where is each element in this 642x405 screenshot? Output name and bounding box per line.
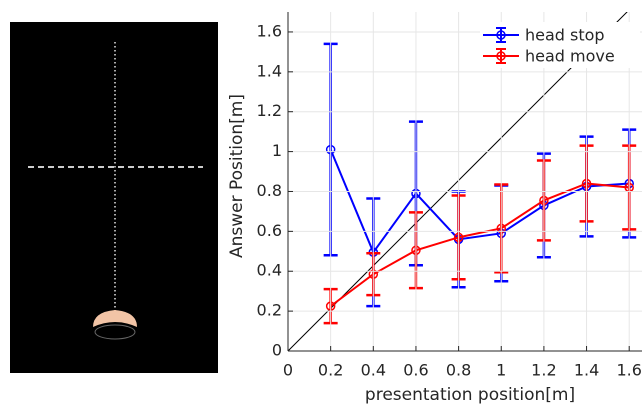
head-outline [94, 324, 136, 340]
legend-box [480, 22, 640, 68]
y-axis-label: Answer Position[m] [227, 94, 247, 258]
x-tick-label: 0.4 [361, 361, 386, 380]
y-tick-label: 0.6 [257, 221, 282, 240]
y-tick-label: 1.2 [257, 101, 282, 120]
legend-marker [496, 30, 506, 40]
series-line [329, 149, 630, 255]
x-tick-label: 0 [283, 361, 293, 380]
x-tick-label: 1.2 [531, 361, 556, 380]
y-tick-label: 0.8 [257, 181, 282, 200]
x-tick-label: 1.6 [616, 361, 641, 380]
x-tick-label: 0.2 [318, 361, 343, 380]
y-tick-label: 0.4 [257, 261, 282, 280]
series-line [330, 182, 630, 307]
x-tick-label: 1.4 [574, 361, 599, 380]
y-tick-label: 0 [272, 341, 282, 360]
x-axis-label: presentation position[m] [365, 385, 575, 405]
head-icon [93, 310, 137, 327]
scene-panel [10, 22, 218, 373]
x-tick-label: 1 [496, 361, 506, 380]
x-tick-label: 0.6 [403, 361, 428, 380]
y-tick-label: 0.2 [257, 301, 282, 320]
y-tick-label: 1.6 [257, 21, 282, 40]
plot: 0 0.2 0.4 0.6 0.8 1 1.2 1.4 1.6 0 0.2 0.4 0.6 0.8 1 1.2… [227, 12, 642, 405]
y-tick-label: 1 [272, 141, 282, 160]
legend-label: head move [525, 47, 615, 66]
legend-marker [496, 51, 506, 61]
legend-label: head stop [525, 26, 605, 45]
x-tick-label: 0.8 [446, 361, 471, 380]
y-tick-label: 1.4 [257, 61, 282, 80]
